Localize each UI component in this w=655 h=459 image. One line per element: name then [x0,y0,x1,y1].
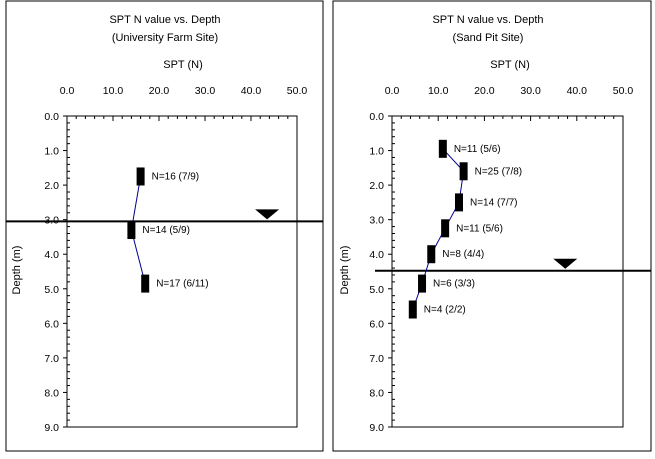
y-tick-label: 6.0 [369,318,384,330]
y-tick-label: 8.0 [369,387,384,399]
panel-frame [5,0,324,452]
x-tick-label: 0.0 [60,85,75,97]
chart-subtitle: (Sand Pit Site) [453,32,524,44]
x-tick-label: 10.0 [428,85,449,97]
y-axis-label: Depth (m) [11,246,23,295]
panel-frame [332,0,652,452]
point-label: N=25 (7/8) [475,166,523,177]
point-label: N=6 (3/3) [433,279,475,290]
point-label: N=11 (5/6) [454,144,501,155]
x-tick-label: 0.0 [385,85,400,97]
water-table-marker [255,209,280,220]
point-label: N=16 (7/9) [152,171,200,182]
y-tick-label: 4.0 [369,249,384,261]
chart-title: SPT N value vs. Depth [432,14,543,26]
point-label: N=8 (4/4) [442,249,484,260]
y-tick-label: 7.0 [369,353,384,365]
chart-subtitle: (University Farm Site) [112,32,218,44]
y-tick-label: 9.0 [369,422,384,434]
water-table-marker [553,258,578,269]
y-tick-label: 8.0 [44,387,59,399]
plot-area: 0.0 10.0 20.0 30.0 40.0 50.0 0.0 1.0 2.0 3.0 4.0 5.… [369,85,651,434]
plot-area: 0.010.020.030.040.050.00.01.02.03.04.05.… [6,85,323,434]
x-tick-label: 20.0 [474,85,495,97]
data-point [441,219,450,238]
y-tick-label: 4.0 [44,249,59,261]
y-tick-label: 0.0 [369,111,384,123]
x-tick-label: 20.0 [149,85,170,97]
x-tick-label: 30.0 [195,85,216,97]
data-point [136,167,145,186]
y-tick-label: 1.0 [369,146,384,158]
x-tick-label: 50.0 [287,85,308,97]
point-label: N=4 (2/2) [424,305,466,316]
chart-panel-sand-pit: SPT N value vs. Depth (Sand Pit Site) SP… [332,0,652,452]
chart-title: SPT N value vs. Depth [109,14,220,26]
x-axis-label: SPT (N) [163,59,203,71]
point-label: N=17 (6/11) [156,279,208,290]
data-point [438,139,447,158]
point-label: N=11 (5/6) [456,223,503,234]
data-point [418,274,427,293]
data-point [427,245,436,264]
x-tick-label: 40.0 [241,85,262,97]
point-label: N=14 (5/9) [142,225,190,236]
chart-panel-university-farm: SPT N value vs. Depth (University Farm S… [5,0,324,452]
y-tick-label: 6.0 [44,318,59,330]
x-tick-label: 10.0 [103,85,124,97]
y-tick-label: 2.0 [369,180,384,192]
y-tick-label: 1.0 [44,146,59,158]
y-tick-label: 7.0 [44,353,59,365]
point-label: N=14 (7/7) [470,197,518,208]
x-tick-label: 30.0 [520,85,541,97]
y-axis-label: Depth (m) [339,246,351,295]
x-axis-label: SPT (N) [490,59,530,71]
data-point [141,274,150,293]
x-tick-label: 40.0 [567,85,588,97]
y-tick-label: 3.0 [369,215,384,227]
data-point [127,221,136,240]
y-tick-label: 9.0 [44,422,59,434]
y-tick-label: 2.0 [44,180,59,192]
y-tick-label: 0.0 [44,111,59,123]
x-tick-label: 50.0 [613,85,634,97]
data-point [454,193,463,212]
plot-border [66,115,298,428]
data-point [459,162,468,181]
data-point [408,300,417,319]
y-tick-label: 5.0 [369,284,384,296]
y-tick-label: 5.0 [44,284,59,296]
